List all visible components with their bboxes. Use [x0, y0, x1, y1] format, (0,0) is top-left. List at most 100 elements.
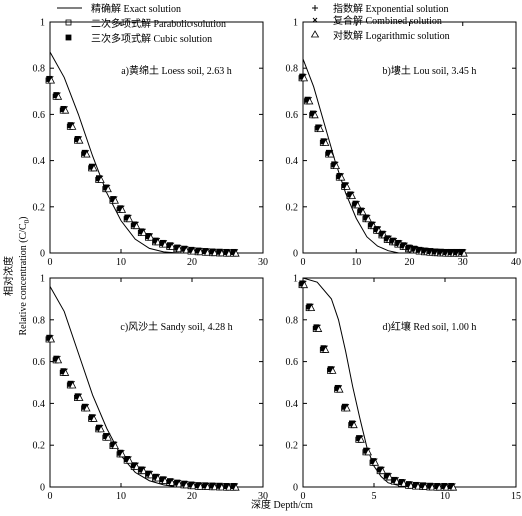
- legend-exponential-label: 指数解 Exponential solution: [333, 2, 449, 15]
- x-tick-label: 20: [187, 491, 197, 502]
- data-point-tri: [353, 201, 362, 209]
- y-tick-label: 0.6: [33, 357, 46, 368]
- data-point-tri: [311, 111, 319, 119]
- data-point-tri: [327, 150, 335, 158]
- legend-combined-marker: [312, 17, 318, 23]
- legend-logarithmic-marker: [310, 30, 320, 38]
- data-point-tri: [359, 208, 367, 216]
- data-point-tri: [336, 385, 344, 393]
- y-tick-label: 0.6: [286, 110, 299, 121]
- data-point-tri: [322, 138, 330, 146]
- x-tick-label: 20: [187, 257, 197, 268]
- data-point-tri: [140, 228, 148, 237]
- x-tick-label: 0: [301, 491, 306, 502]
- y-axis-label-cn: 相对浓度: [2, 256, 15, 296]
- x-tick-label: 10: [116, 491, 126, 502]
- data-point-tri: [316, 124, 325, 133]
- x-tick-label: 5: [372, 491, 377, 502]
- legend-exact-label: 精确解 Exact solution: [91, 2, 181, 15]
- data-point-tri: [69, 122, 77, 130]
- data-point-tri: [364, 448, 372, 456]
- panel-title-d: d)红壤 Red soil, 1.00 h: [383, 320, 477, 333]
- data-point-tri: [54, 92, 63, 100]
- data-point-tri: [132, 222, 141, 230]
- data-point-tri: [76, 136, 84, 144]
- data-point-tri: [460, 249, 468, 257]
- y-tick-label: 1: [293, 274, 298, 285]
- legend-cubic-label: 三次多项式解 Cubic solution: [91, 32, 212, 45]
- data-point-tri: [378, 467, 387, 475]
- data-point-tri: [306, 97, 314, 105]
- panel-title-a: a)黄绵土 Loess soil, 2.63 h: [121, 64, 232, 77]
- y-tick-label: 0.8: [33, 64, 46, 75]
- data-point-tri: [90, 414, 98, 422]
- x-tick-label: 10: [116, 257, 126, 268]
- x-axis-label: 深度 Depth/cm: [251, 498, 313, 511]
- data-point-tri: [47, 76, 56, 84]
- y-tick-label: 0: [293, 249, 298, 260]
- y-tick-label: 0.2: [286, 202, 299, 213]
- y-tick-label: 0.6: [286, 357, 299, 368]
- data-point-tri: [47, 335, 56, 343]
- x-tick-label: 0: [48, 257, 53, 268]
- y-tick-label: 0: [40, 249, 45, 260]
- data-point-tri: [343, 404, 351, 412]
- data-point-tri: [348, 191, 356, 200]
- data-point-tri: [83, 150, 91, 158]
- legend-exponential-marker: [312, 5, 318, 11]
- data-point-tri: [300, 74, 309, 82]
- chart-panels: 0 10 20 30 0 0.2 0.4 0.6 0.8 1 a)黄绵土 Loess soil, 2…: [33, 18, 522, 503]
- data-point-tri: [132, 462, 141, 470]
- data-point-tri: [449, 483, 458, 491]
- chart-panel-c: 0 10 20 30 0 0.2 0.4 0.6 0.8 1 c)风沙土 Sandy soil, 4…: [33, 274, 269, 503]
- exact-solution-line-b: [302, 58, 399, 254]
- y-tick-label: 0.8: [33, 315, 46, 326]
- panel-title-b: b)塿土 Lou soil, 3.45 h: [383, 64, 477, 77]
- data-point-tri: [232, 249, 240, 257]
- x-tick-label: 30: [458, 257, 468, 268]
- y-tick-label: 0.4: [33, 399, 46, 410]
- data-point-tri: [104, 185, 112, 193]
- data-point-tri: [232, 483, 240, 491]
- data-point-tri: [54, 356, 63, 364]
- y-tick-label: 0.4: [286, 399, 299, 410]
- panel-title-c: c)风沙土 Sandy soil, 4.28 h: [120, 320, 232, 333]
- data-point-tri: [76, 393, 84, 401]
- data-point-tri: [97, 175, 105, 183]
- x-tick-label: 30: [258, 257, 268, 268]
- data-point-tri: [343, 182, 351, 190]
- data-point-tri: [329, 366, 337, 374]
- data-point-tri: [61, 106, 70, 114]
- y-tick-label: 0: [40, 483, 45, 494]
- data-point-tri: [322, 345, 330, 353]
- data-point-tri: [118, 450, 127, 458]
- data-point-tri: [350, 421, 358, 429]
- y-tick-label: 0.4: [286, 156, 299, 167]
- data-point-tri: [111, 196, 119, 204]
- y-tick-label: 0.8: [286, 64, 299, 75]
- data-point-tri: [118, 205, 127, 213]
- exact-solution-line-d: [302, 277, 417, 488]
- legend-parabolic-label: 二次多项式解 Parabolic solution: [91, 17, 226, 30]
- plot-frame-b: [302, 21, 517, 254]
- y-tick-label: 0.4: [33, 156, 46, 167]
- legend-logarithmic-label: 对数解 Logarithmic solution: [333, 29, 450, 42]
- plot-frame-a: [49, 21, 264, 254]
- legend: 精确解 Exact solution 二次多项式解 Parabolic solu…: [57, 2, 450, 45]
- legend-combined-label: 复合解 Combined solution: [333, 14, 442, 27]
- plot-frame-c: [49, 277, 264, 488]
- data-point-tri: [364, 215, 372, 223]
- legend-cubic-marker: [65, 34, 72, 41]
- chart-panel-d: 0 5 10 15 0 0.2 0.4 0.6 0.8 1 d)红壤 Red soil, 1.00 …: [286, 274, 522, 503]
- chart-panel-b: 0 10 20 30 40 0 0.2 0.4 0.6 0.8 1 b)塿土 Lou soil, 3.…: [286, 18, 522, 269]
- x-tick-label: 30: [258, 491, 268, 502]
- data-point-tri: [97, 425, 105, 433]
- data-point-tri: [385, 473, 394, 481]
- data-point-tri: [83, 404, 91, 412]
- y-tick-label: 0.2: [286, 441, 299, 452]
- x-tick-label: 40: [511, 257, 521, 268]
- data-point-tri: [300, 280, 309, 289]
- x-tick-label: 20: [405, 257, 415, 268]
- x-tick-label: 15: [511, 491, 521, 502]
